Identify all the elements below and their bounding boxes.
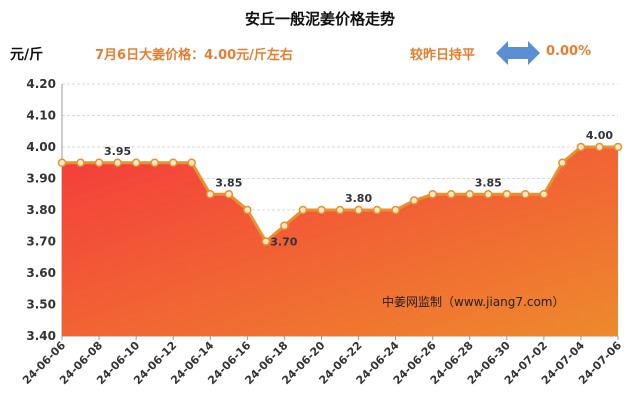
data-point xyxy=(558,158,567,167)
data-label: 3.85 xyxy=(215,176,242,189)
y-tick-label: 3.90 xyxy=(26,172,56,186)
y-tick-label: 3.80 xyxy=(26,203,56,217)
y-tick-label: 4.20 xyxy=(26,77,56,91)
data-point xyxy=(261,237,271,246)
data-point xyxy=(539,190,549,199)
data-point xyxy=(224,190,234,199)
data-point xyxy=(502,190,512,199)
chart-title: 安丘一般泥姜价格走势 xyxy=(244,10,395,28)
data-point xyxy=(428,190,437,199)
price-note: 7月6日大姜价格：4.00元/斤左右 xyxy=(95,48,293,63)
data-point xyxy=(613,142,623,152)
x-tick-labels: 24-06-0624-06-0824-06-1024-06-1224-06-14… xyxy=(20,336,624,387)
data-point xyxy=(57,158,67,167)
y-tick-labels: 4.20 4.10 4.00 3.90 3.80 3.70 3.60 3.50 3.40 xyxy=(26,77,56,343)
y-tick-label: 3.50 xyxy=(26,298,56,312)
data-point xyxy=(280,221,289,230)
y-axis-unit: 元/斤 xyxy=(10,47,44,63)
data-point xyxy=(298,205,308,215)
data-point xyxy=(335,205,345,215)
data-point xyxy=(94,158,104,167)
data-point xyxy=(409,196,419,205)
data-point xyxy=(521,190,530,199)
price-area xyxy=(62,147,618,336)
y-tick-label: 3.40 xyxy=(26,329,56,343)
change-percent: 0.00% xyxy=(546,44,592,59)
data-point xyxy=(76,158,85,167)
data-point xyxy=(150,158,159,167)
y-tick-label: 3.70 xyxy=(26,235,56,249)
data-point xyxy=(465,190,474,199)
data-point-markers xyxy=(57,142,623,246)
y-tick-label: 4.00 xyxy=(26,140,56,154)
watermark: 中姜网监制（www.jiang7.com） xyxy=(382,295,565,309)
data-label: 3.95 xyxy=(104,145,131,158)
data-point xyxy=(187,158,196,167)
data-point xyxy=(354,205,363,215)
compare-label: 较昨日持平 xyxy=(410,48,476,63)
data-point xyxy=(113,158,122,167)
data-point xyxy=(243,205,252,215)
double-arrow-icon xyxy=(496,41,540,65)
y-tick-label: 4.10 xyxy=(26,109,56,123)
data-point xyxy=(576,142,586,152)
data-label: 3.70 xyxy=(270,236,297,249)
data-point xyxy=(391,205,400,215)
data-point xyxy=(372,205,382,215)
data-labels: 3.95 3.85 3.70 3.80 3.85 4.00 xyxy=(104,129,613,249)
data-point xyxy=(206,190,215,199)
data-point xyxy=(317,205,326,215)
data-point xyxy=(484,190,493,199)
data-label: 3.85 xyxy=(475,176,502,189)
data-label: 4.00 xyxy=(586,129,613,142)
data-point xyxy=(595,142,604,152)
data-label: 3.80 xyxy=(345,192,372,205)
data-point xyxy=(131,158,141,167)
y-tick-label: 3.60 xyxy=(26,266,56,280)
data-point xyxy=(446,190,456,199)
data-point xyxy=(168,158,178,167)
